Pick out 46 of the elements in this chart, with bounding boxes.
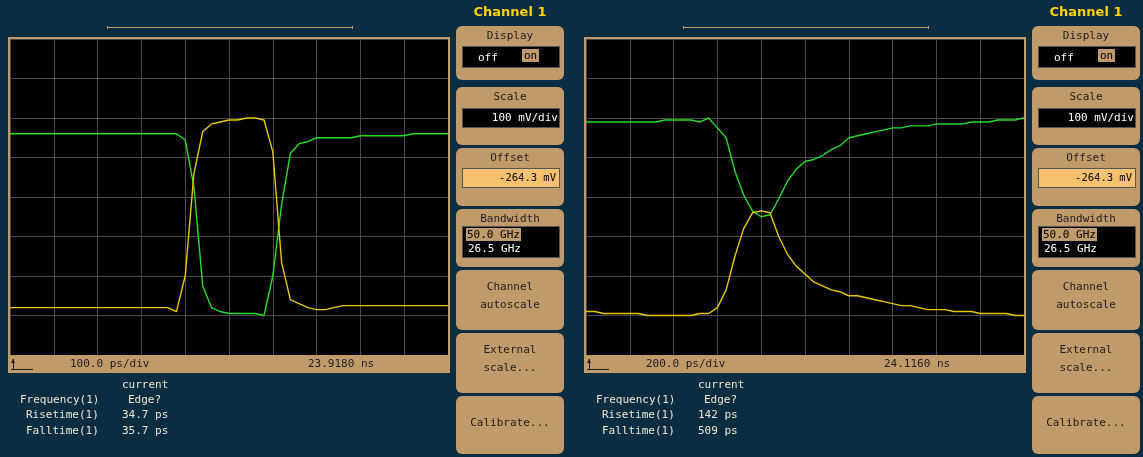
text: 23.9180 ns — [308, 357, 375, 370]
text: External scale... — [482, 342, 538, 376]
text: -264.3 mV — [499, 171, 556, 183]
text: on — [522, 49, 540, 62]
text: Offset — [489, 151, 531, 164]
text: Channel 1 — [472, 4, 548, 19]
text: Bandwidth — [1055, 212, 1117, 225]
text: 509 ps — [698, 424, 738, 437]
text: current — [698, 378, 745, 391]
text: on — [1098, 49, 1116, 62]
text: Frequency(1) — [596, 393, 676, 406]
text: 34.7 ps — [122, 408, 169, 421]
text: 26.5 GHz — [1044, 242, 1097, 255]
text: Frequency(1) — [20, 393, 100, 406]
text: Channel autoscale — [1055, 279, 1117, 313]
text: 142 ps — [698, 408, 738, 421]
text: Scale — [492, 90, 528, 103]
text: Falltime(1) — [602, 424, 675, 437]
text: 50.0 GHz — [1042, 228, 1097, 241]
text: Channel autoscale — [479, 279, 541, 313]
text: 50.0 GHz — [466, 228, 521, 241]
text: current — [122, 378, 169, 391]
text: 100 mV/div — [491, 111, 558, 124]
text: Offset — [1065, 151, 1107, 164]
text: 35.7 ps — [122, 424, 169, 437]
text: off — [1054, 51, 1074, 64]
text: 200.0 ps/div — [646, 357, 726, 370]
text: 24.1160 ns — [884, 357, 951, 370]
text: Calibrate... — [1045, 416, 1127, 429]
text: Falltime(1) — [26, 424, 99, 437]
text: Risetime(1) — [26, 408, 99, 421]
text: off — [478, 51, 498, 64]
text: Edge? — [704, 393, 738, 406]
text: Risetime(1) — [602, 408, 675, 421]
text: Edge? — [128, 393, 162, 406]
text: Scale — [1068, 90, 1104, 103]
text: Channel 1 — [1048, 4, 1124, 19]
text: Calibrate... — [469, 416, 551, 429]
text: Display — [485, 29, 535, 42]
text: -264.3 mV — [1075, 171, 1132, 183]
text: Display — [1061, 29, 1111, 42]
text: 26.5 GHz — [468, 242, 521, 255]
text: External scale... — [1058, 342, 1114, 376]
text: Bandwidth — [479, 212, 541, 225]
text: 100 mV/div — [1067, 111, 1134, 124]
text: 100.0 ps/div — [70, 357, 150, 370]
